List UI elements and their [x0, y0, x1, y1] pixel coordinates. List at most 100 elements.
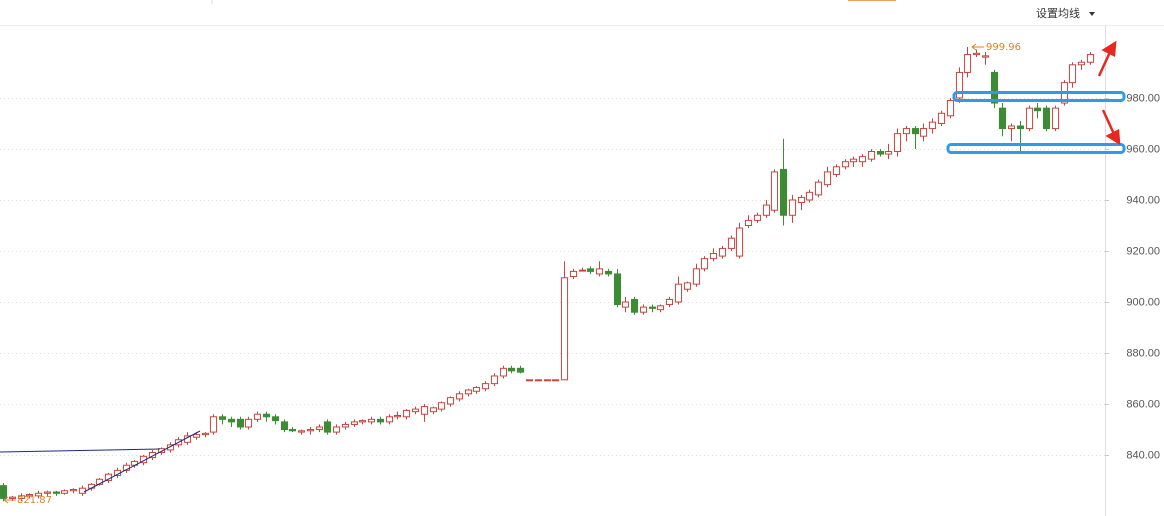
candle-body: [648, 306, 657, 309]
candle: [937, 110, 946, 127]
candle-body: [227, 418, 236, 423]
candle: [43, 490, 52, 496]
candle: [350, 419, 359, 427]
candle-body: [656, 305, 665, 311]
annotation-pointer: [3, 496, 9, 504]
candle-body: [43, 491, 52, 494]
candle: [411, 406, 420, 415]
candle-body: [280, 421, 289, 431]
candle-body: [1051, 107, 1060, 130]
candle-body: [990, 71, 999, 104]
ma-button-label[interactable]: 设置均线: [1036, 6, 1080, 20]
candle-body: [709, 253, 718, 260]
candle-body: [429, 407, 438, 413]
candle: [569, 268, 578, 280]
candle: [507, 365, 516, 374]
arrow: [1101, 109, 1116, 135]
candle: [683, 281, 692, 292]
candle: [455, 391, 464, 402]
arrow: [1097, 51, 1112, 77]
candle: [560, 261, 569, 381]
candle: [893, 128, 902, 157]
candle: [323, 419, 332, 435]
candle: [902, 126, 911, 142]
candle-body: [411, 408, 420, 413]
candle: [481, 381, 490, 392]
candle-body: [455, 393, 464, 400]
candle-body: [674, 283, 683, 303]
candles: [0, 47, 1095, 502]
candle-body: [218, 416, 227, 420]
candle-body: [209, 416, 218, 433]
candle: [1016, 120, 1025, 152]
candle: [867, 148, 876, 162]
candle: [621, 296, 630, 313]
candle-body: [578, 269, 587, 272]
candle-body: [937, 112, 946, 124]
candle-body: [849, 158, 858, 163]
trend-line: [0, 448, 161, 453]
dropdown-caret: [1089, 12, 1095, 16]
candle: [271, 414, 280, 425]
candle-body: [244, 418, 253, 428]
candle: [262, 411, 271, 422]
candle-body: [358, 420, 367, 423]
candle: [393, 411, 402, 420]
candle-body: [393, 415, 402, 418]
candle: [823, 166, 832, 188]
candle: [288, 426, 297, 433]
candle-body: [236, 418, 245, 428]
trend-line: [83, 430, 201, 493]
candle-body: [1025, 107, 1034, 130]
candle-body: [727, 237, 736, 249]
candle: [543, 379, 552, 382]
candle: [972, 49, 981, 58]
candle-body: [376, 418, 385, 423]
candle-body: [797, 196, 806, 204]
annotation-pointer: [971, 43, 977, 51]
candle: [253, 411, 262, 422]
candle-body: [700, 258, 709, 270]
candle: [919, 123, 928, 142]
candle: [963, 47, 972, 78]
candle: [928, 118, 937, 134]
candle-body: [1042, 107, 1051, 130]
candle-body: [25, 494, 34, 497]
candle-body: [744, 219, 753, 226]
candle: [1051, 105, 1060, 132]
candle-body: [876, 151, 885, 155]
candle-body: [402, 409, 411, 418]
candle-body: [595, 268, 604, 275]
candle-body: [692, 268, 701, 285]
candle-body: [271, 416, 280, 422]
candle-body: [262, 413, 271, 418]
low-label: 821.87: [17, 495, 52, 506]
candle-body: [446, 397, 455, 405]
ma-button[interactable]: 设置均线: [1036, 6, 1095, 20]
candle: [805, 189, 814, 203]
candle: [946, 97, 955, 119]
candle-body: [551, 379, 560, 382]
candle: [297, 429, 306, 435]
candle: [595, 261, 604, 277]
candle: [341, 421, 350, 430]
candle-body: [385, 416, 394, 423]
candle-body: [17, 495, 26, 499]
candle-body: [639, 306, 648, 313]
candle: [402, 409, 411, 420]
candle: [227, 416, 236, 427]
candle: [884, 143, 893, 160]
candle-body: [315, 426, 324, 431]
y-tick-label: 840.00: [1126, 449, 1160, 461]
candle: [490, 373, 499, 387]
candle-body: [665, 298, 674, 306]
candle-body: [560, 277, 569, 381]
candle: [648, 304, 657, 313]
y-tick-label: 860.00: [1126, 398, 1160, 410]
candle: [306, 426, 315, 435]
candle-body: [788, 199, 797, 216]
candle-body: [832, 166, 841, 175]
candle-body: [1068, 64, 1077, 84]
candle: [858, 154, 867, 167]
candle-body: [735, 227, 744, 257]
